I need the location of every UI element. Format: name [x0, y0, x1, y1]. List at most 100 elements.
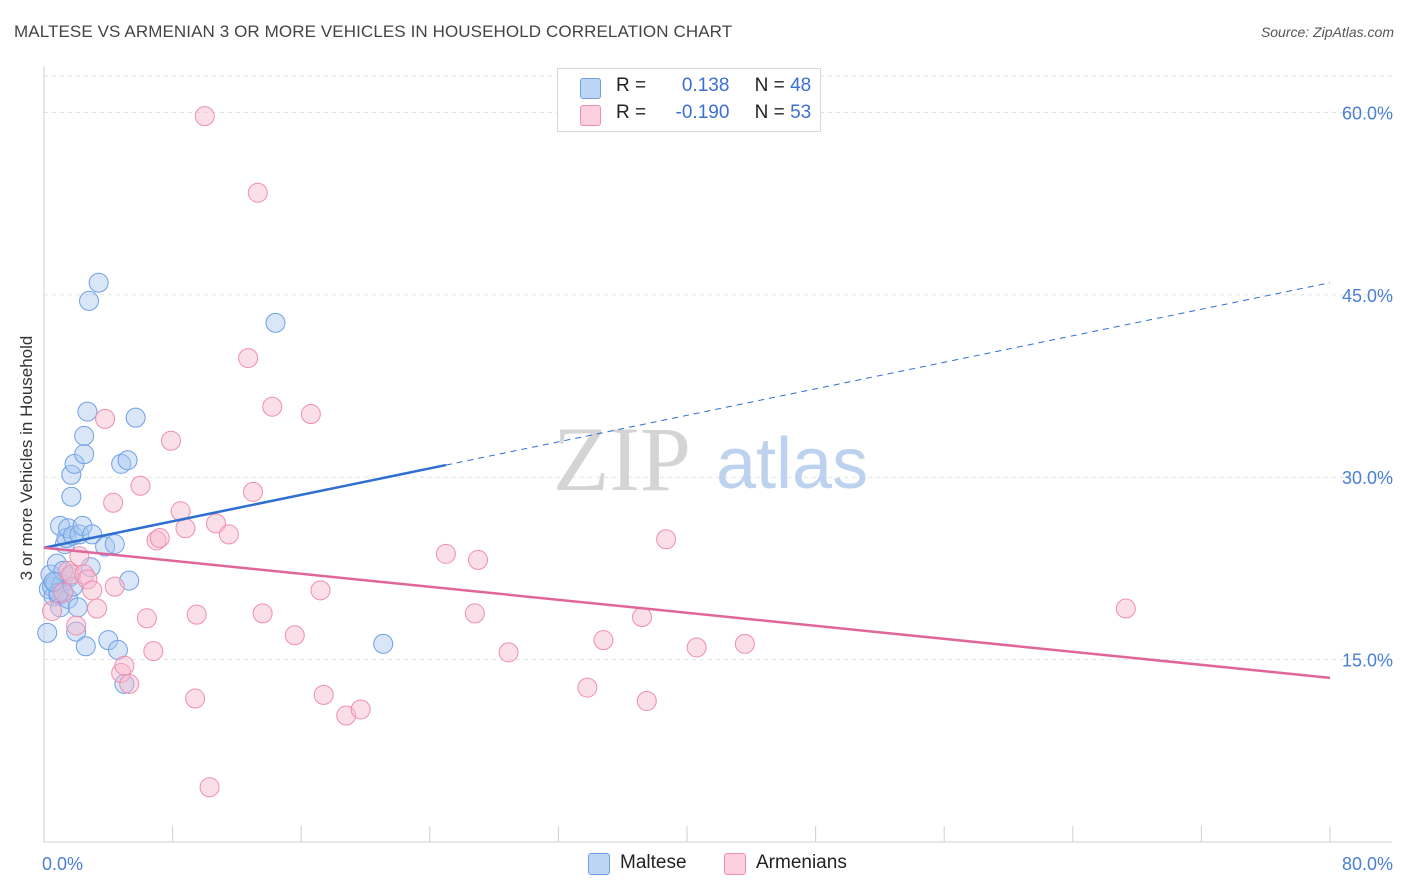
point-armenians [119, 673, 140, 694]
point-maltese [37, 622, 58, 643]
trend-line-armenians [43, 546, 1331, 680]
watermark: ZIP atlas [553, 408, 868, 510]
point-armenians [247, 182, 268, 203]
point-armenians [468, 549, 489, 570]
point-armenians [218, 524, 239, 545]
point-maltese [77, 401, 98, 422]
point-maltese [265, 312, 286, 333]
point-armenians [194, 106, 215, 127]
legend-n-value: 53 [790, 102, 812, 123]
point-armenians [130, 475, 151, 496]
legend-r-value: 0.138 [681, 75, 730, 96]
point-armenians [238, 348, 259, 369]
point-armenians [252, 603, 273, 624]
point-armenians [175, 518, 196, 539]
bottom-legend-label-maltese: Maltese [620, 852, 687, 873]
point-armenians [114, 655, 135, 676]
point-armenians [136, 608, 157, 629]
point-armenians [435, 543, 456, 564]
point-maltese [67, 597, 88, 618]
legend-n-value: 48 [790, 75, 812, 96]
bottom-legend-label-armenians: Armenians [756, 852, 847, 873]
legend-n-label: N = [754, 75, 785, 96]
legend-r-label: R = [616, 75, 647, 96]
point-armenians [58, 560, 79, 581]
point-armenians [1115, 598, 1136, 619]
point-armenians [577, 677, 598, 698]
point-maltese [75, 636, 96, 657]
point-armenians [686, 637, 707, 658]
point-armenians [300, 404, 321, 425]
point-maltese [117, 450, 138, 471]
bottom-swatch-maltese [588, 853, 610, 875]
y-axis-label: 3 or more Vehicles in Household [17, 336, 36, 581]
point-armenians [66, 615, 87, 636]
point-armenians [77, 569, 98, 590]
point-armenians [95, 408, 116, 429]
y-tick-label: 15.0% [1342, 651, 1393, 671]
legend-swatch-maltese [580, 78, 601, 99]
x-tick-max: 80.0% [1342, 854, 1393, 874]
point-armenians [593, 630, 614, 651]
point-armenians [631, 607, 652, 628]
y-tick-label: 30.0% [1342, 468, 1393, 488]
point-maltese [104, 534, 125, 555]
point-maltese [61, 486, 82, 507]
point-armenians [284, 625, 305, 646]
point-armenians [87, 598, 108, 619]
legend-r-value: -0.190 [675, 102, 730, 123]
point-armenians [734, 633, 755, 654]
trend-lines [43, 282, 1331, 680]
point-armenians [464, 603, 485, 624]
watermark-zip: ZIP [553, 408, 691, 510]
point-maltese [74, 425, 95, 446]
y-tick-labels: 15.0% 30.0% 45.0% 60.0% [1342, 103, 1393, 670]
y-tick-label: 60.0% [1342, 103, 1393, 123]
point-maltese [88, 272, 109, 293]
point-armenians [350, 699, 371, 720]
legend-r-label: R = [616, 102, 647, 123]
point-armenians [199, 777, 220, 798]
source-label: Source: ZipAtlas.com [1260, 24, 1394, 40]
legend-n-label: N = [754, 102, 785, 123]
point-armenians [104, 576, 125, 597]
point-armenians [498, 642, 519, 663]
x-tick-min: 0.0% [42, 854, 83, 874]
point-armenians [53, 582, 74, 603]
point-armenians [636, 690, 657, 711]
trend-line-extension-maltese [445, 282, 1331, 466]
point-armenians [146, 530, 167, 551]
point-armenians [185, 688, 206, 709]
chart-title: MALTESE VS ARMENIAN 3 OR MORE VEHICLES I… [14, 22, 733, 41]
point-armenians [242, 481, 263, 502]
point-armenians [149, 528, 170, 549]
point-armenians [160, 430, 181, 451]
point-armenians [313, 684, 334, 705]
legend-swatch-armenians [580, 105, 601, 126]
point-maltese [74, 444, 95, 465]
axes [43, 66, 1392, 843]
data-points [37, 106, 1136, 798]
correlation-legend: R = 0.138 N = 48 R = -0.190 N = 53 [557, 68, 821, 132]
point-armenians [206, 513, 227, 534]
point-armenians [103, 492, 124, 513]
point-maltese [125, 407, 146, 428]
point-maltese [373, 633, 394, 654]
y-tick-label: 45.0% [1342, 286, 1393, 306]
trend-line-maltese [43, 463, 447, 549]
point-armenians [656, 529, 677, 550]
point-maltese [111, 453, 132, 474]
point-armenians [42, 600, 63, 621]
point-maltese [79, 290, 100, 311]
point-armenians [186, 604, 207, 625]
point-armenians [82, 580, 103, 601]
point-maltese [114, 673, 135, 694]
point-armenians [310, 580, 331, 601]
point-maltese [66, 621, 87, 642]
point-maltese [61, 464, 82, 485]
point-armenians [143, 641, 164, 662]
watermark-atlas: atlas [716, 424, 868, 504]
bottom-swatch-armenians [724, 853, 746, 875]
point-armenians [262, 396, 283, 417]
